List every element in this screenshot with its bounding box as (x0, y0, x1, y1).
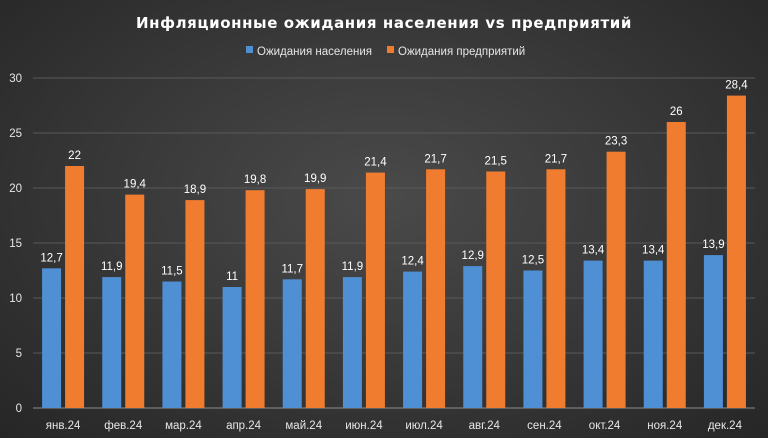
bar-enterprises (305, 189, 325, 408)
data-label: 19,9 (304, 173, 326, 185)
x-tick-label: мар.24 (165, 420, 202, 432)
bar-population (102, 277, 122, 408)
bar-population (463, 266, 483, 408)
x-tick-label: сен.24 (527, 420, 562, 432)
legend-swatch (387, 46, 394, 53)
bar-population (162, 281, 182, 408)
data-label: 19,4 (124, 179, 147, 191)
x-tick-label: ноя.24 (647, 420, 683, 432)
x-tick-label: авг.24 (469, 420, 501, 432)
y-tick-label: 25 (9, 128, 22, 140)
data-label: 22 (68, 150, 81, 162)
data-label: 21,7 (545, 153, 567, 165)
bar-population (342, 277, 362, 408)
gridlines (33, 77, 755, 409)
data-label: 19,8 (244, 174, 266, 186)
data-label: 21,4 (364, 157, 387, 169)
bar-population (282, 279, 302, 408)
legend-swatch (246, 46, 253, 53)
legend-label: Ожидания населения (257, 46, 372, 58)
data-label: 12,7 (40, 252, 62, 264)
y-tick-label: 20 (9, 183, 22, 195)
bar-population (403, 271, 423, 408)
data-label: 13,4 (582, 245, 605, 257)
y-tick-label: 0 (16, 403, 22, 415)
bars (42, 95, 746, 408)
bar-enterprises (426, 169, 446, 408)
data-label: 21,7 (424, 153, 446, 165)
x-tick-label: июн.24 (345, 420, 383, 432)
bar-enterprises (125, 194, 145, 408)
data-label: 28,4 (725, 80, 748, 92)
chart-title: Инфляционные ожидания населения vs предп… (136, 14, 632, 32)
data-label: 11,5 (161, 266, 183, 278)
y-tick-label: 30 (9, 73, 22, 85)
data-label: 18,9 (184, 184, 206, 196)
bar-enterprises (245, 190, 265, 408)
bar-enterprises (606, 151, 626, 408)
x-tick-label: фев.24 (104, 420, 143, 432)
y-tick-label: 15 (9, 238, 22, 250)
x-tick-label: апр.24 (226, 420, 262, 432)
bar-population (703, 255, 723, 408)
bar-enterprises (486, 171, 506, 408)
data-label: 11,7 (281, 263, 303, 275)
x-tick-label: июл.24 (405, 420, 443, 432)
bar-population (523, 270, 543, 408)
x-tick-label: янв.24 (46, 420, 81, 432)
legend: Ожидания населения Ожидания предприятий (246, 46, 525, 58)
y-axis-ticks: 0 5 10 15 20 25 30 (9, 73, 22, 415)
data-label: 11 (226, 271, 238, 283)
data-label: 21,5 (485, 156, 507, 168)
data-label: 12,5 (522, 255, 544, 267)
data-label: 12,9 (462, 250, 484, 262)
data-label: 12,4 (401, 256, 424, 268)
data-label: 11,9 (101, 261, 123, 273)
data-label: 13,4 (642, 245, 665, 257)
bar-enterprises (726, 95, 746, 408)
x-axis-labels: янв.24 фев.24 мар.24 апр.24 май.24 июн.24 июл.… (46, 420, 743, 432)
data-label: 11,9 (342, 261, 364, 273)
x-tick-label: окт.24 (589, 420, 621, 432)
bar-enterprises (65, 166, 85, 408)
x-tick-label: дек.24 (708, 420, 743, 432)
x-tick-label: май.24 (285, 420, 322, 432)
bar-enterprises (666, 122, 686, 408)
bar-population (42, 268, 62, 408)
bar-enterprises (185, 200, 205, 408)
data-labels: 12,7 22 11,9 19,4 11,5 18,9 11 19,8 11,7 19,9 11,9… (40, 80, 748, 283)
y-tick-label: 5 (16, 348, 22, 360)
data-label: 23,3 (605, 136, 627, 148)
bar-population (643, 260, 663, 408)
legend-label: Ожидания предприятий (398, 46, 525, 58)
data-label: 13,9 (702, 239, 724, 251)
y-tick-label: 10 (9, 293, 22, 305)
bar-enterprises (365, 172, 385, 408)
bar-population (222, 287, 242, 408)
bar-enterprises (546, 169, 566, 408)
data-label: 26 (670, 106, 683, 118)
bar-population (583, 260, 603, 408)
